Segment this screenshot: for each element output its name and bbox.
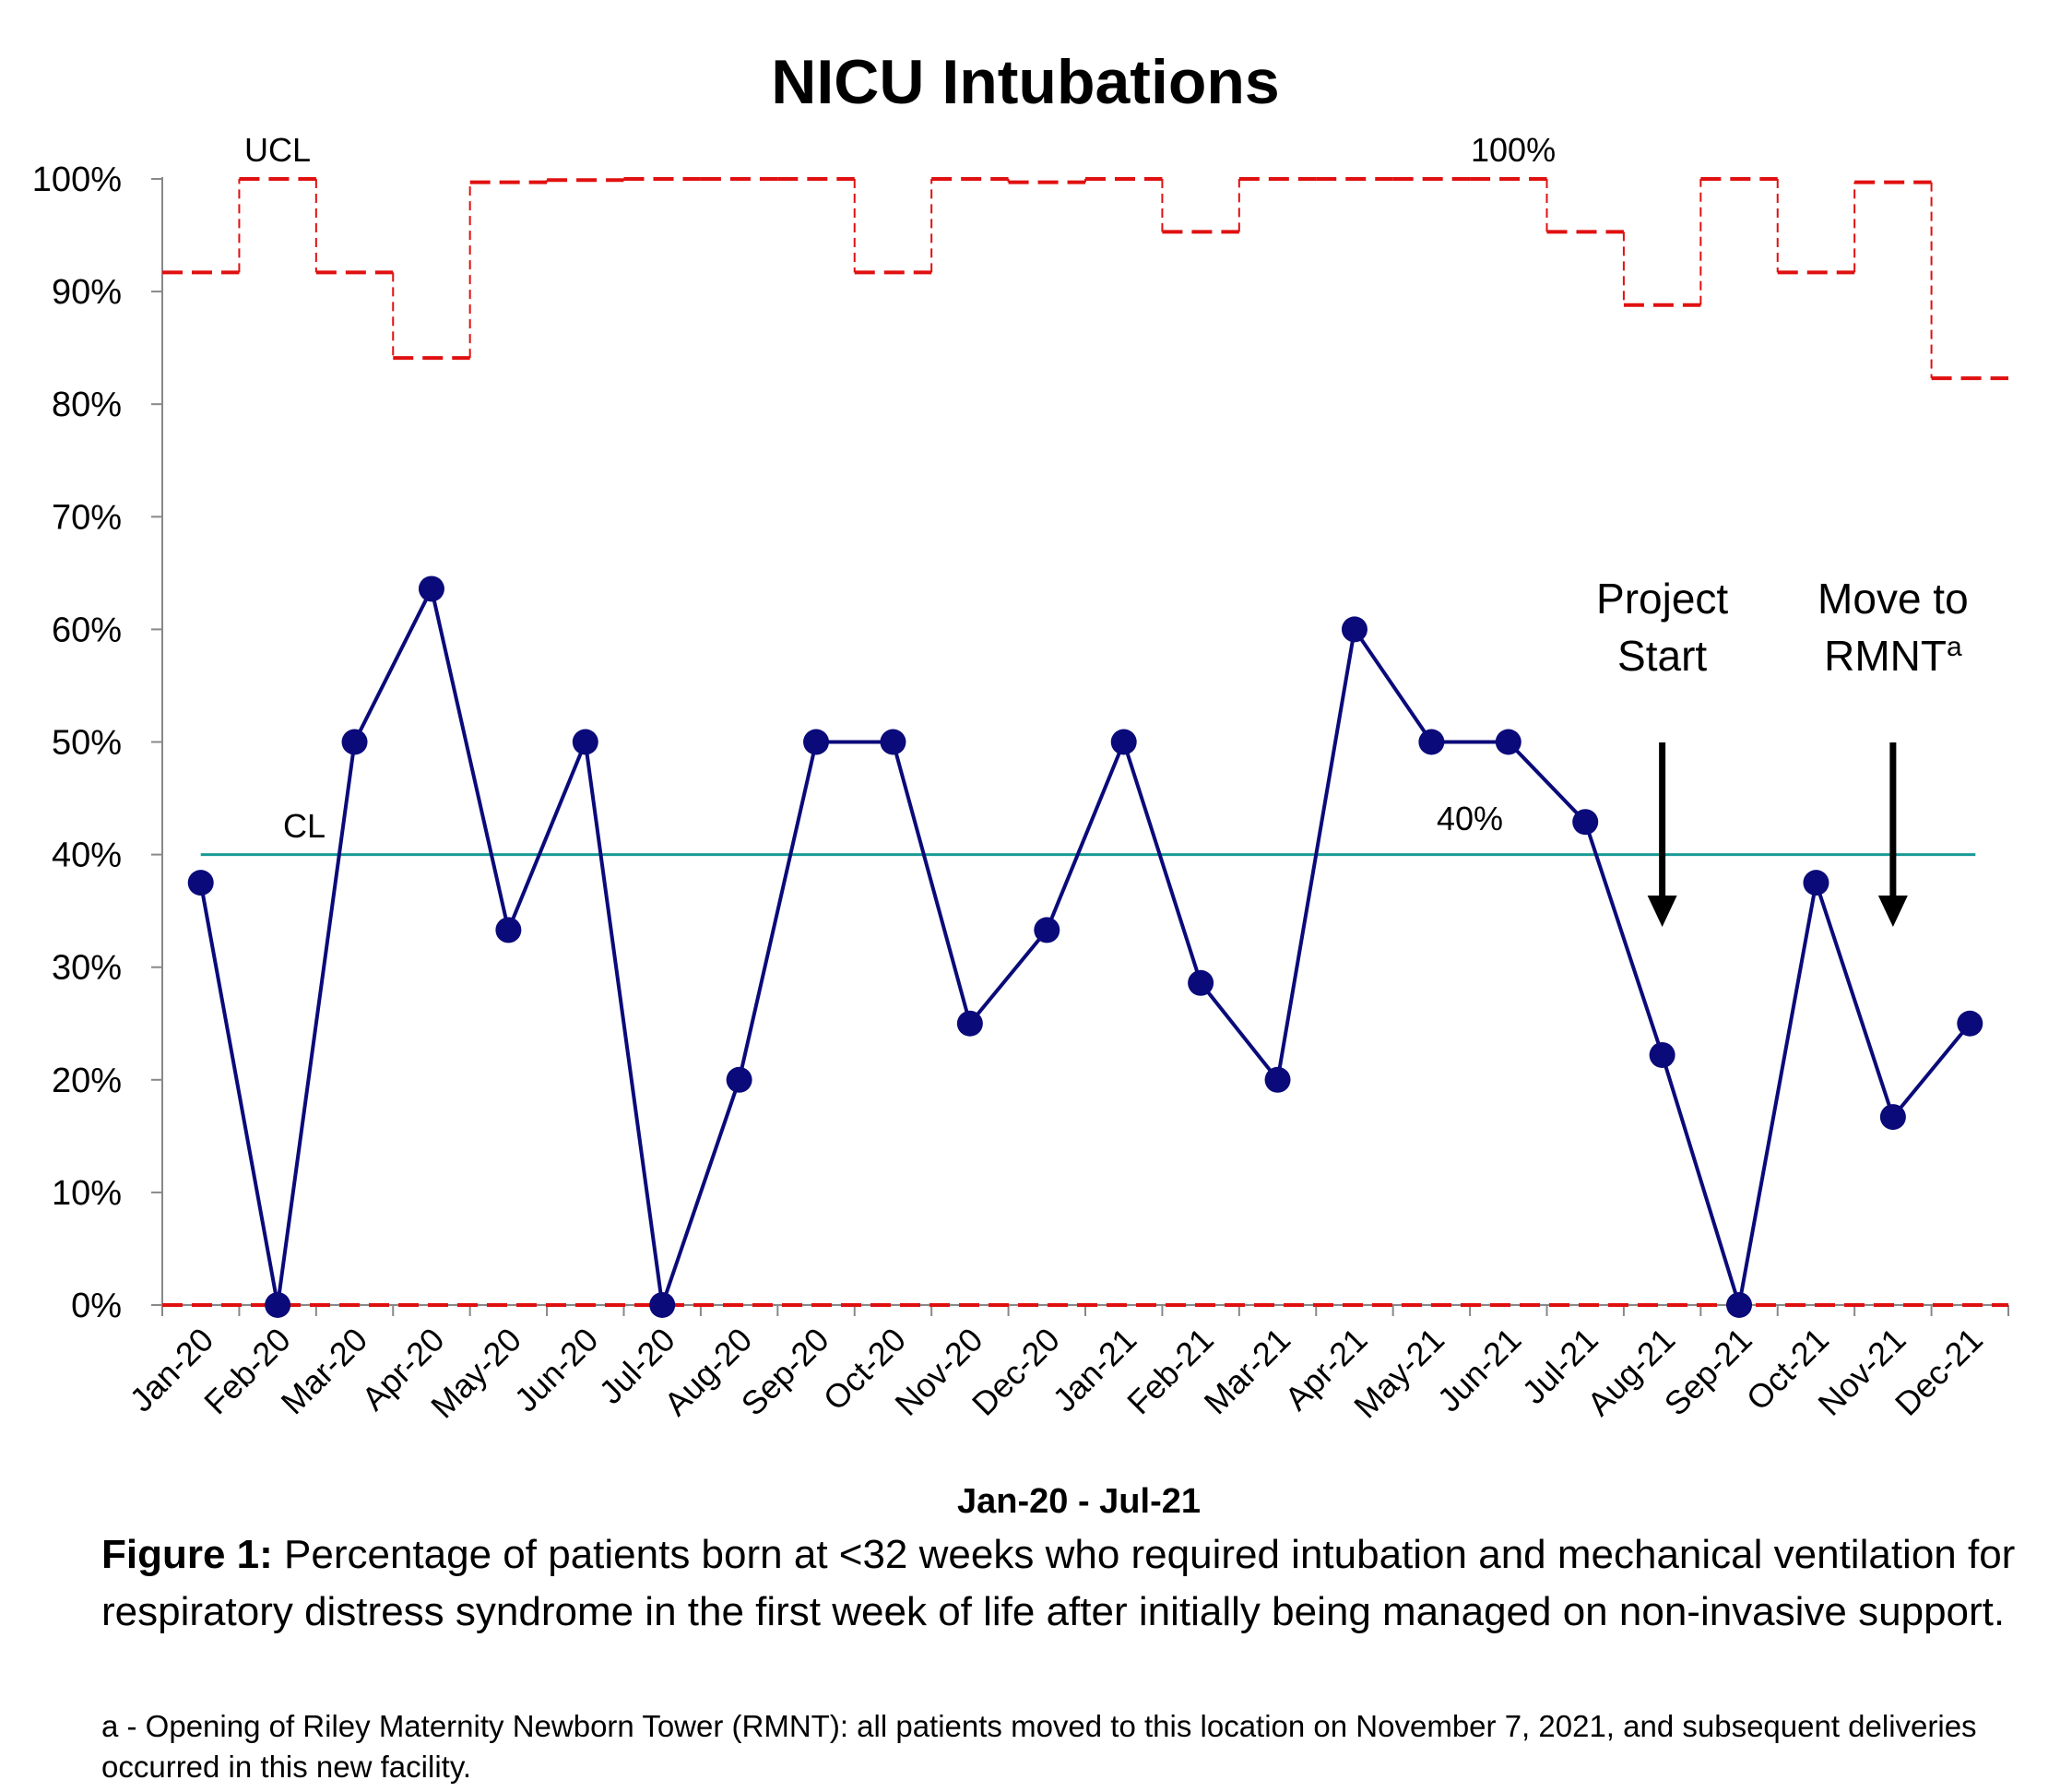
x-tick-label: Sep-20	[734, 1321, 836, 1423]
caption-text: Percentage of patients born at <32 weeks…	[101, 1532, 2016, 1634]
y-tick-label: 10%	[52, 1174, 122, 1213]
data-point	[572, 729, 598, 755]
y-tick-label: 50%	[52, 724, 122, 763]
x-tick-label: Feb-20	[196, 1321, 298, 1422]
x-tick-label: Dec-20	[965, 1321, 1067, 1423]
data-point	[1495, 729, 1521, 755]
ucl-label: UCL	[244, 131, 311, 169]
data-point	[1726, 1292, 1753, 1318]
data-point	[880, 729, 906, 755]
data-point	[495, 917, 522, 943]
data-point	[187, 870, 214, 896]
annotation-main: RMNT	[1824, 632, 1947, 680]
y-tick-label: 70%	[52, 498, 122, 537]
caption-heading: Figure 1:	[101, 1532, 273, 1577]
data-point	[956, 1010, 983, 1037]
x-tick-label: Jun-20	[507, 1321, 606, 1419]
figure-footnote: a - Opening of Riley Maternity Newborn T…	[101, 1709, 1977, 1784]
data-point	[1957, 1010, 1983, 1037]
y-tick-label: 90%	[52, 273, 122, 312]
data-point	[265, 1292, 291, 1318]
ucl-value-label: 100%	[1471, 131, 1556, 169]
data-point	[1110, 729, 1137, 755]
data-point	[726, 1066, 752, 1093]
control-chart: NICU Intubations 0% 10% 20% 30% 40% 50% 60% 70%…	[32, 47, 2009, 1521]
data-point	[418, 576, 444, 602]
annotation-text: Move to	[1817, 575, 1969, 623]
data-point	[1879, 1104, 1906, 1131]
data-point	[1803, 870, 1829, 896]
data-point	[1034, 917, 1060, 943]
data-point	[649, 1292, 676, 1318]
x-tick-label: Dec-21	[1888, 1321, 1990, 1423]
series-line	[198, 583, 1971, 1306]
annotation-text: Project	[1596, 575, 1728, 623]
data-point	[1341, 616, 1368, 643]
control-limits	[162, 177, 2008, 1307]
figure-caption: Figure 1: Percentage of patients born at…	[101, 1526, 2038, 1641]
x-tick-label: Mar-20	[274, 1321, 375, 1422]
y-tick-label: 60%	[52, 611, 122, 649]
chart-title: NICU Intubations	[771, 47, 1280, 117]
data-point	[803, 729, 830, 755]
data-point	[1188, 969, 1214, 996]
x-tick-label: Jun-21	[1430, 1321, 1529, 1419]
data-point	[1418, 729, 1445, 755]
annotation-arrow-head	[1877, 896, 1908, 927]
annotation: Move to RMNTa	[1817, 575, 1969, 927]
data-point	[1264, 1066, 1291, 1093]
x-axis-label: Jan-20 - Jul-21	[957, 1482, 1201, 1521]
y-tick-label: 30%	[52, 949, 122, 988]
x-tick-label: Sep-21	[1657, 1321, 1759, 1423]
annotation-text: RMNTa	[1824, 632, 1962, 680]
data-point	[1649, 1041, 1675, 1068]
y-tick-label: 80%	[52, 386, 122, 424]
y-tick-label: 100%	[32, 160, 122, 199]
cl-value-label: 40%	[1437, 800, 1503, 837]
y-tick-label: 40%	[52, 837, 122, 875]
data-point	[1572, 809, 1599, 836]
y-tick-label: 0%	[71, 1287, 122, 1325]
annotation-superscript: a	[1947, 632, 1962, 662]
annotation: Project Start	[1596, 575, 1728, 927]
cl-label: CL	[283, 807, 326, 845]
data-series	[187, 576, 1983, 1318]
axes: 0%10%20%30%40%50%60%70%80%90%100%Jan-20F…	[32, 160, 2009, 1426]
limit-labels: UCL 100% CL 40%	[244, 131, 1556, 845]
annotations: Project Start Move to RMNTa	[1596, 575, 1969, 927]
data-point	[341, 729, 368, 755]
x-tick-label: Mar-21	[1197, 1321, 1298, 1422]
x-tick-label: Feb-21	[1119, 1321, 1221, 1422]
annotation-text: Start	[1617, 632, 1707, 680]
y-tick-label: 20%	[52, 1062, 122, 1100]
annotation-arrow-head	[1647, 896, 1677, 927]
